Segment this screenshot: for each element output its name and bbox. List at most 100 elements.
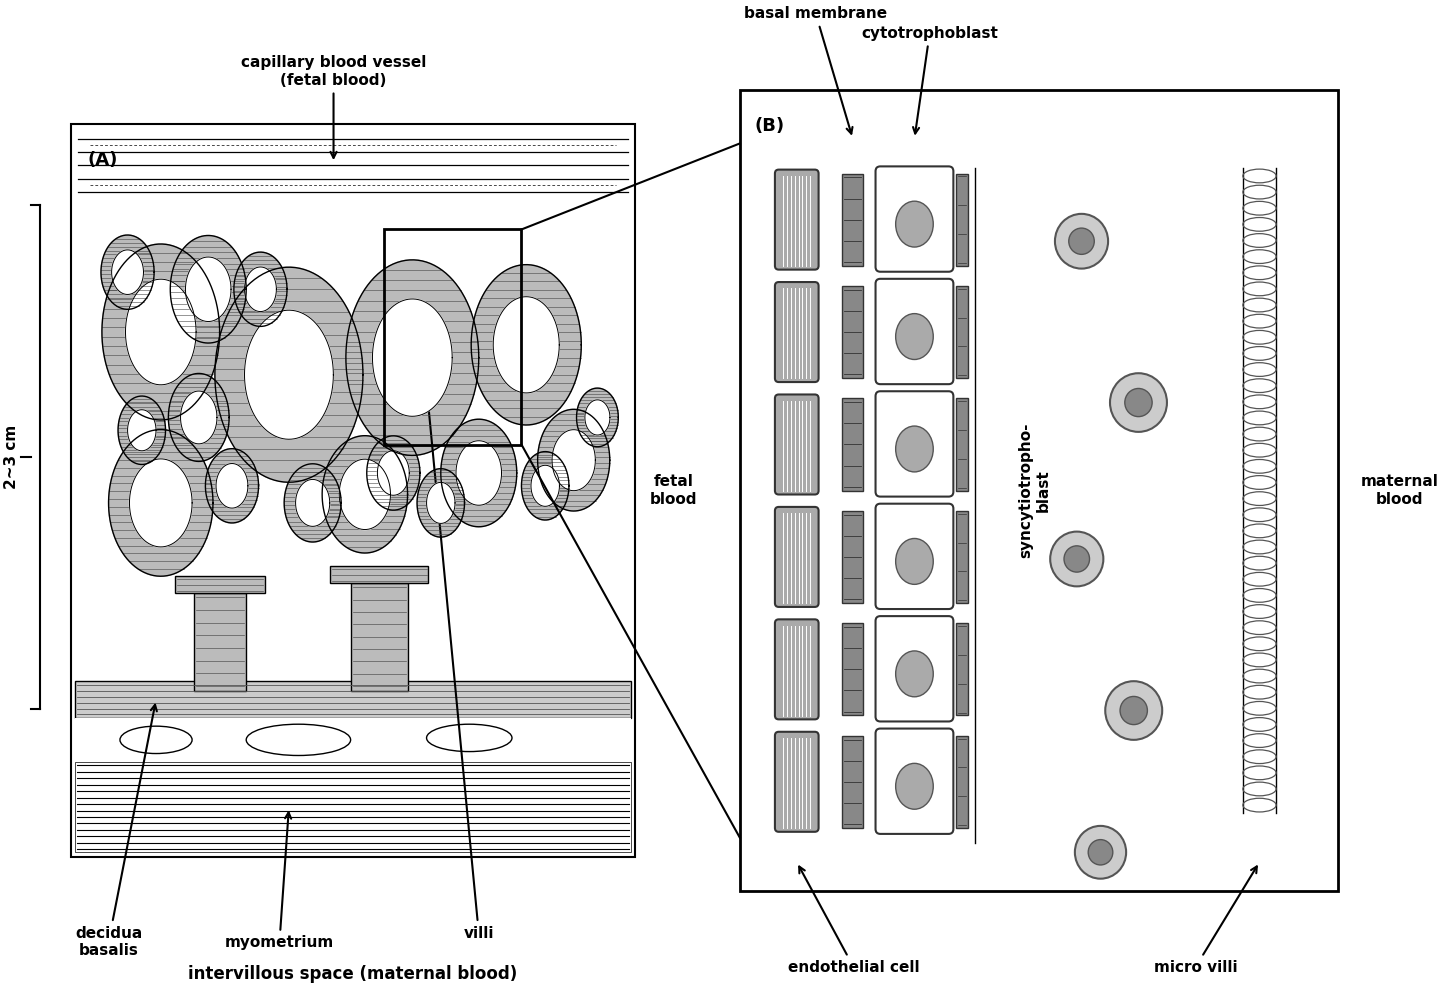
Text: micro villi: micro villi — [1153, 866, 1257, 975]
Text: basal membrane: basal membrane — [744, 6, 887, 134]
Circle shape — [1068, 228, 1094, 254]
Ellipse shape — [426, 725, 513, 751]
Bar — [75, 719, 631, 762]
Bar — [956, 398, 968, 491]
Bar — [842, 511, 863, 603]
Polygon shape — [537, 409, 609, 511]
Bar — [842, 624, 863, 716]
Polygon shape — [284, 463, 341, 542]
Polygon shape — [576, 388, 618, 446]
Polygon shape — [125, 279, 196, 385]
Ellipse shape — [896, 426, 933, 472]
Polygon shape — [186, 257, 230, 322]
Bar — [75, 762, 631, 852]
Text: maternal
blood: maternal blood — [1361, 474, 1439, 507]
Polygon shape — [102, 244, 220, 420]
Ellipse shape — [896, 763, 933, 809]
FancyBboxPatch shape — [775, 620, 818, 720]
Bar — [176, 575, 265, 593]
Bar — [956, 511, 968, 603]
Bar — [75, 681, 631, 719]
FancyBboxPatch shape — [876, 729, 953, 834]
Polygon shape — [492, 297, 559, 393]
Polygon shape — [456, 441, 501, 505]
Bar — [842, 398, 863, 491]
Bar — [956, 736, 968, 828]
Text: 2~3 cm: 2~3 cm — [4, 425, 19, 489]
Ellipse shape — [120, 726, 192, 753]
Polygon shape — [245, 267, 276, 312]
Circle shape — [1056, 214, 1109, 268]
Polygon shape — [531, 465, 560, 506]
Polygon shape — [346, 259, 478, 455]
Circle shape — [1050, 532, 1103, 586]
FancyBboxPatch shape — [876, 391, 953, 497]
Polygon shape — [585, 400, 611, 435]
Polygon shape — [367, 436, 420, 510]
Text: capillary blood vessel
(fetal blood): capillary blood vessel (fetal blood) — [240, 55, 426, 158]
FancyBboxPatch shape — [775, 507, 818, 607]
FancyBboxPatch shape — [775, 282, 818, 382]
Polygon shape — [168, 373, 229, 461]
Text: decidua
basalis: decidua basalis — [75, 705, 157, 958]
Polygon shape — [552, 430, 595, 491]
Ellipse shape — [246, 725, 350, 755]
Polygon shape — [521, 451, 569, 520]
Polygon shape — [323, 436, 408, 553]
Text: intervillous space (maternal blood): intervillous space (maternal blood) — [189, 964, 517, 983]
Polygon shape — [101, 235, 154, 309]
Polygon shape — [245, 310, 333, 440]
Circle shape — [1106, 681, 1162, 740]
Bar — [384, 230, 521, 445]
Polygon shape — [418, 468, 465, 538]
Circle shape — [1089, 840, 1113, 865]
Bar — [740, 90, 1338, 891]
Bar — [842, 286, 863, 378]
Polygon shape — [295, 479, 330, 527]
Polygon shape — [215, 267, 363, 482]
Bar — [71, 124, 635, 857]
Polygon shape — [206, 448, 259, 523]
Polygon shape — [180, 391, 217, 444]
Text: (B): (B) — [755, 117, 785, 135]
Polygon shape — [108, 430, 213, 576]
Polygon shape — [377, 450, 409, 495]
Text: cytotrophoblast: cytotrophoblast — [861, 26, 998, 134]
Bar — [956, 173, 968, 265]
Ellipse shape — [896, 650, 933, 697]
FancyBboxPatch shape — [876, 616, 953, 722]
Circle shape — [1110, 373, 1166, 432]
Circle shape — [1074, 826, 1126, 879]
Bar — [956, 624, 968, 716]
Circle shape — [1125, 388, 1152, 417]
Bar — [350, 583, 408, 691]
FancyBboxPatch shape — [876, 166, 953, 271]
FancyBboxPatch shape — [876, 279, 953, 384]
Ellipse shape — [896, 201, 933, 248]
Polygon shape — [441, 419, 517, 527]
Text: endothelial cell: endothelial cell — [788, 866, 920, 975]
Polygon shape — [340, 459, 390, 530]
Bar — [842, 736, 863, 828]
Text: villi: villi — [420, 343, 494, 940]
Polygon shape — [130, 459, 192, 546]
Circle shape — [1120, 696, 1148, 725]
Bar — [956, 286, 968, 378]
FancyBboxPatch shape — [775, 169, 818, 269]
Polygon shape — [373, 299, 452, 416]
Polygon shape — [112, 249, 144, 294]
Text: fetal
blood: fetal blood — [649, 474, 697, 507]
Bar — [330, 566, 429, 583]
Text: syncytiotropho-
blast: syncytiotropho- blast — [1018, 423, 1050, 558]
Polygon shape — [471, 264, 582, 425]
Polygon shape — [128, 410, 156, 450]
Text: (A): (A) — [88, 151, 118, 169]
Circle shape — [1064, 545, 1090, 572]
Polygon shape — [426, 482, 455, 524]
Ellipse shape — [896, 314, 933, 359]
Bar — [194, 593, 246, 691]
Bar — [842, 173, 863, 265]
Polygon shape — [233, 252, 287, 327]
FancyBboxPatch shape — [775, 732, 818, 832]
Polygon shape — [118, 396, 166, 464]
